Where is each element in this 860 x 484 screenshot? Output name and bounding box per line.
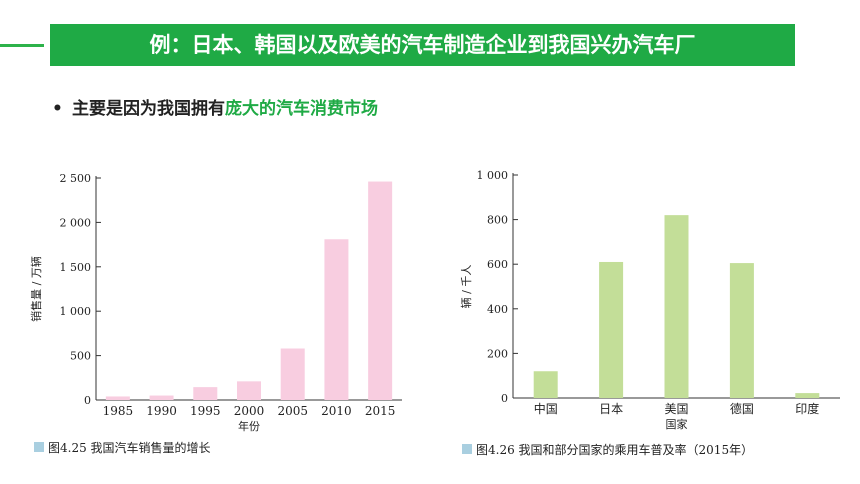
sales-y-tick-label: 2 000 xyxy=(60,216,92,229)
sales-x-tick-label: 2015 xyxy=(365,404,396,418)
sales-bar xyxy=(105,396,130,400)
ownership-bar xyxy=(729,263,754,398)
ownership-y-tick-label: 1 000 xyxy=(477,169,509,182)
sales-x-tick-label: 1995 xyxy=(190,404,221,418)
ownership-y-tick-label: 400 xyxy=(487,303,508,316)
sales-x-tick-label: 1985 xyxy=(103,404,134,418)
sales-y-tick-label: 2 500 xyxy=(60,172,92,185)
ownership-bar xyxy=(599,261,624,398)
sales-caption-marker xyxy=(34,442,44,452)
ownership-bar xyxy=(664,215,689,398)
ownership-caption-marker xyxy=(462,444,472,454)
ownership-y-tick-label: 800 xyxy=(487,214,508,227)
sales-x-tick-label: 2010 xyxy=(321,404,352,418)
bullet-text: 主要是因为我国拥有 xyxy=(72,99,225,119)
ownership-y-axis-label: 辆 / 千人 xyxy=(459,265,473,309)
ownership-bar xyxy=(795,393,820,398)
ownership-x-tick-label: 中国 xyxy=(534,401,558,416)
sales-bar xyxy=(368,181,393,400)
sales-bar xyxy=(237,381,261,400)
ownership-y-tick-label: 0 xyxy=(501,392,508,405)
sales-growth-chart: 0 500 1 000 1 500 2 000 2 500 1985 1990 1995 2000… xyxy=(29,172,402,455)
ownership-bar xyxy=(533,371,558,398)
ownership-y-tick-label: 200 xyxy=(487,347,508,360)
sales-y-tick-label: 500 xyxy=(70,350,91,363)
sales-bar xyxy=(280,348,305,400)
sales-y-tick-label: 1 500 xyxy=(60,261,92,274)
slide-title: 例：日本、韩国以及欧美的汽车制造企业到我国兴办汽车厂 xyxy=(50,24,795,66)
ownership-x-tick-label: 美国 xyxy=(664,402,688,416)
sales-bar xyxy=(193,387,218,400)
ownership-x-tick-label: 德国 xyxy=(730,401,754,416)
header-accent-line xyxy=(0,44,44,47)
ownership-x-tick-label: 印度 xyxy=(795,401,819,416)
sales-x-tick-label: 2000 xyxy=(234,404,265,418)
bullet-marker: • xyxy=(52,99,63,119)
sales-y-tick-label: 0 xyxy=(84,394,91,407)
sales-x-axis-label: 年份 xyxy=(238,419,260,433)
bullet-highlight: 庞大的汽车消费市场 xyxy=(225,99,378,119)
ownership-y-tick-label: 600 xyxy=(487,258,508,271)
ownership-x-axis-label: 国家 xyxy=(666,417,688,431)
sales-bar xyxy=(149,395,174,400)
sales-y-axis-label: 销售量 / 万辆 xyxy=(29,256,43,322)
sales-y-tick-label: 1 000 xyxy=(60,305,92,318)
sales-x-tick-label: 1990 xyxy=(146,404,177,418)
sales-bar xyxy=(324,239,349,400)
sales-caption: 图4.25 我国汽车销售量的增长 xyxy=(48,440,211,455)
ownership-x-tick-label: 日本 xyxy=(599,402,623,416)
bullet-point: • 主要是因为我国拥有庞大的汽车消费市场 xyxy=(52,94,378,119)
sales-x-tick-label: 2005 xyxy=(277,404,308,418)
ownership-caption: 图4.26 我国和部分国家的乘用车普及率（2015年） xyxy=(476,442,753,457)
